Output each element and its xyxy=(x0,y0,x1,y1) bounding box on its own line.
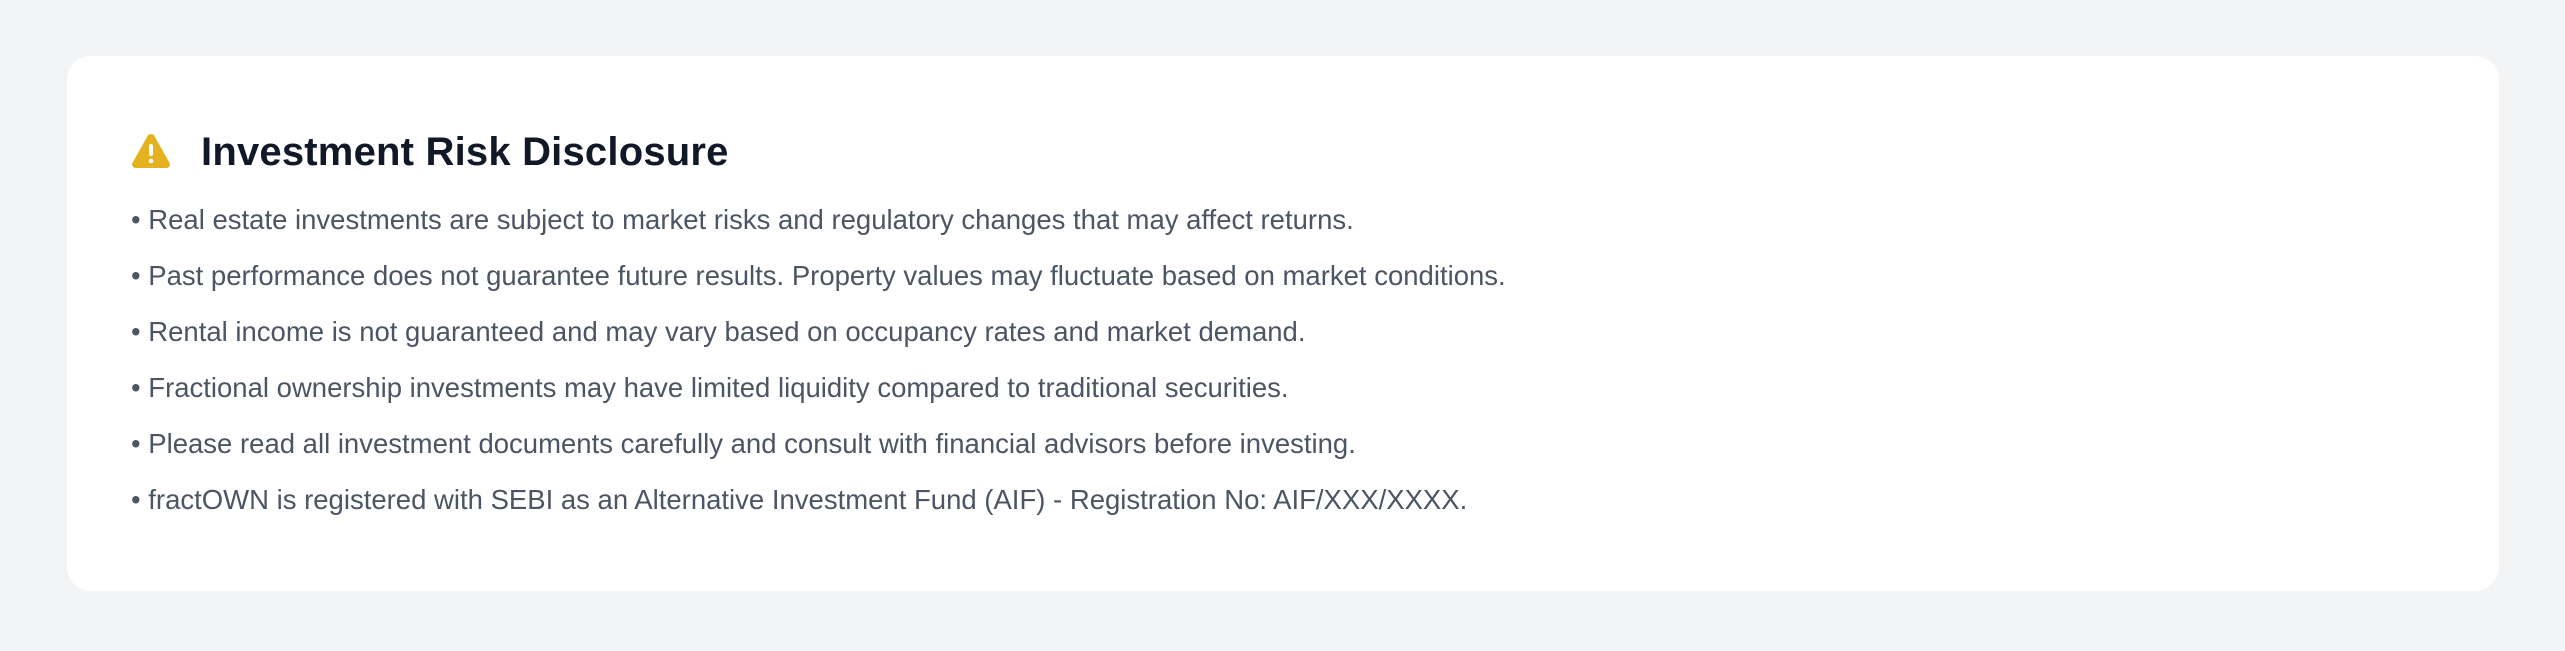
risk-disclosure-card: Investment Risk Disclosure • Real estate… xyxy=(67,56,2499,591)
disclosure-item: • Please read all investment documents c… xyxy=(131,428,1356,459)
disclosure-header: Investment Risk Disclosure xyxy=(131,122,2499,182)
warning-triangle-icon xyxy=(131,132,173,172)
disclosure-item: • Rental income is not guaranteed and ma… xyxy=(131,316,1306,347)
disclosure-item: • Fractional ownership investments may h… xyxy=(131,372,1289,403)
disclosure-title: Investment Risk Disclosure xyxy=(201,129,729,174)
disclosure-list: • Real estate investments are subject to… xyxy=(131,192,2499,528)
disclosure-item: • fractOWN is registered with SEBI as an… xyxy=(131,484,1468,515)
disclosure-item: • Real estate investments are subject to… xyxy=(131,204,1354,235)
disclosure-item: • Past performance does not guarantee fu… xyxy=(131,260,1506,291)
